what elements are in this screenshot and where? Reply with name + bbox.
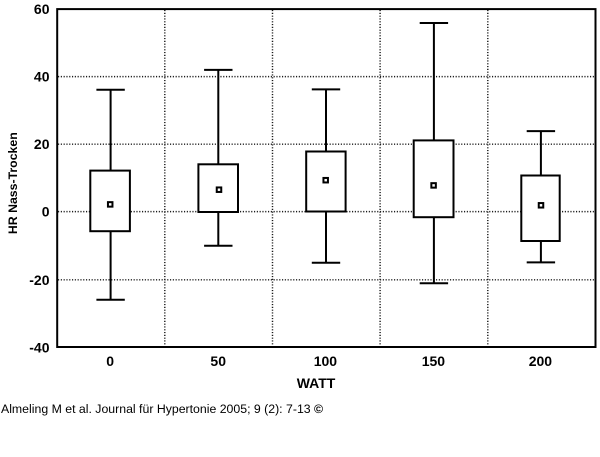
svg-text:-20: -20 <box>29 272 49 288</box>
svg-text:HR Nass-Trocken: HR Nass-Trocken <box>6 132 20 234</box>
svg-text:100: 100 <box>314 353 338 369</box>
svg-text:200: 200 <box>529 353 553 369</box>
svg-text:50: 50 <box>210 353 226 369</box>
svg-text:20: 20 <box>34 136 50 152</box>
svg-text:Almeling M et al. Journal für: Almeling M et al. Journal für Hypertonie… <box>1 402 323 416</box>
svg-text:0: 0 <box>42 204 50 220</box>
svg-text:WATT: WATT <box>297 375 336 391</box>
svg-text:150: 150 <box>422 353 446 369</box>
svg-text:40: 40 <box>34 69 50 85</box>
svg-text:60: 60 <box>34 1 50 17</box>
svg-text:-40: -40 <box>29 339 49 355</box>
svg-text:0: 0 <box>106 353 114 369</box>
